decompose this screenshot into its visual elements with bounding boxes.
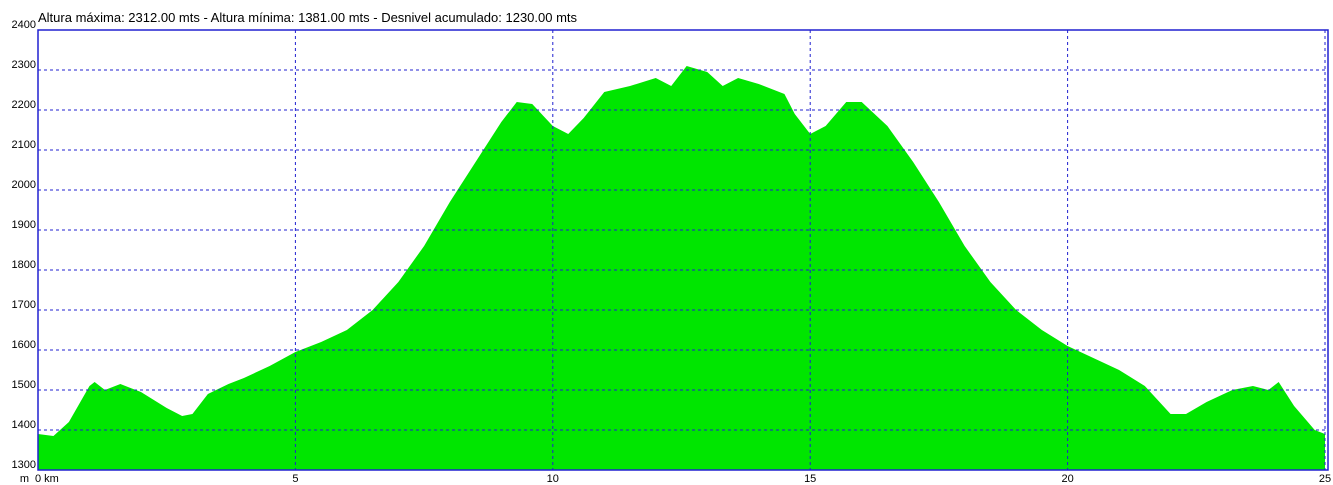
- plot-frame: [37, 29, 1329, 471]
- x-tick-label: 0 km: [35, 473, 59, 485]
- y-tick-label: 2000: [12, 179, 36, 191]
- y-tick-label: 1900: [12, 219, 36, 231]
- y-tick-label: 1300: [12, 459, 36, 471]
- x-tick-label: 25: [1319, 473, 1331, 485]
- x-tick-label: 20: [1061, 473, 1073, 485]
- y-tick-label: 1800: [12, 259, 36, 271]
- elevation-area: [38, 66, 1325, 470]
- y-tick-label: 1400: [12, 419, 36, 431]
- y-tick-label: 2300: [12, 59, 36, 71]
- y-tick-label: 1600: [12, 339, 36, 351]
- chart-title: Altura máxima: 2312.00 mts - Altura míni…: [38, 10, 578, 25]
- y-axis-label: m: [20, 473, 29, 485]
- y-tick-label: 2400: [12, 19, 36, 31]
- x-tick-label: 15: [804, 473, 816, 485]
- x-tick-label: 5: [292, 473, 298, 485]
- y-tick-label: 1700: [12, 299, 36, 311]
- y-tick-label: 2100: [12, 139, 36, 151]
- x-tick-label: 10: [547, 473, 559, 485]
- y-tick-label: 2200: [12, 99, 36, 111]
- y-tick-label: 1500: [12, 379, 36, 391]
